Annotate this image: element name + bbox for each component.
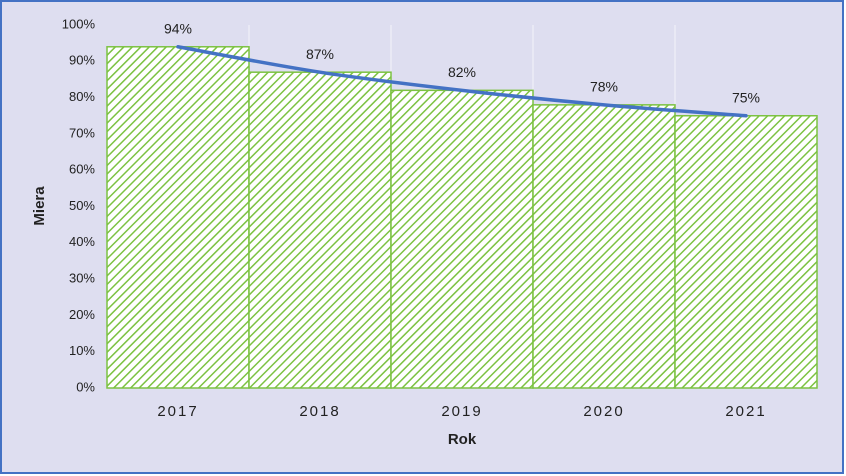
y-tick-label: 30% (69, 271, 95, 286)
x-tick-label: 2019 (441, 403, 482, 420)
y-tick-label: 10% (69, 343, 95, 358)
x-axis-title: Rok (448, 431, 477, 448)
x-tick-label: 2020 (583, 403, 624, 420)
bar (674, 115, 818, 389)
y-tick-label: 50% (69, 198, 95, 213)
data-label: 94% (164, 20, 192, 36)
bar (532, 104, 676, 389)
y-tick-label: 100% (62, 16, 96, 31)
y-tick-label: 70% (69, 125, 95, 140)
y-tick-label: 20% (69, 307, 95, 322)
y-tick-label: 0% (76, 379, 95, 394)
y-tick-label: 40% (69, 234, 95, 249)
x-tick-label: 2017 (157, 403, 198, 420)
bar (248, 71, 392, 389)
data-label: 87% (306, 46, 334, 62)
bar (390, 89, 534, 389)
trend-line (176, 45, 748, 118)
x-tick-label: 2021 (725, 403, 766, 420)
y-axis-title: Miera (31, 186, 48, 226)
y-tick-label: 60% (69, 162, 95, 177)
data-label: 75% (732, 89, 760, 105)
x-tick-label: 2018 (299, 403, 340, 420)
y-tick-label: 90% (69, 53, 95, 68)
data-label: 82% (448, 64, 476, 80)
data-label: 78% (590, 79, 618, 95)
y-tick-label: 80% (69, 89, 95, 104)
bar (106, 46, 250, 389)
